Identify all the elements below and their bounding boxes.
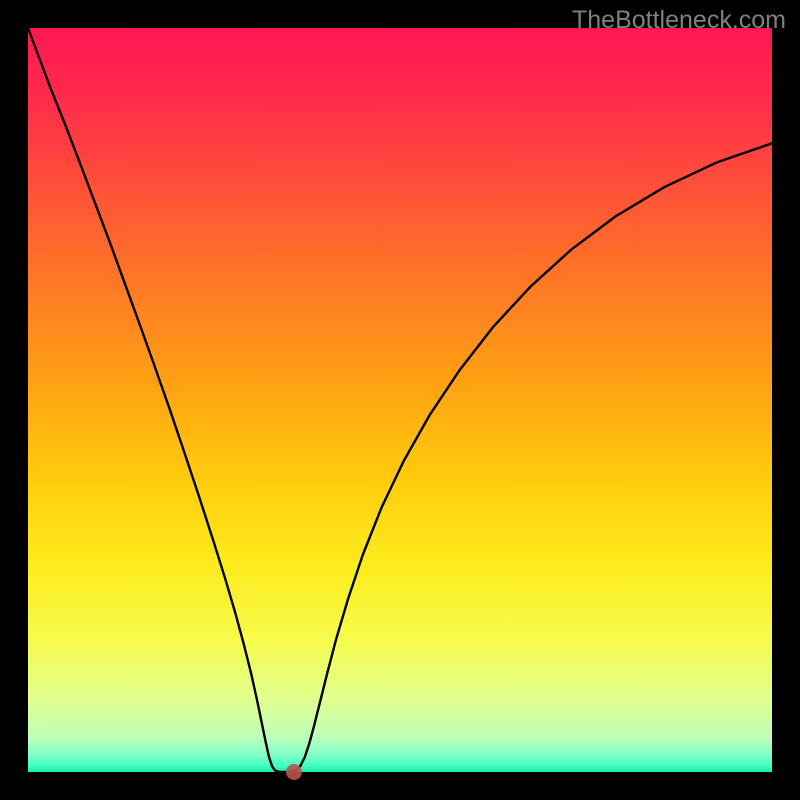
plot-area [28,28,772,772]
curve-layer [28,28,772,772]
chart-canvas: TheBottleneck.com [0,0,800,800]
minimum-marker [286,764,302,780]
bottleneck-curve [28,28,772,772]
